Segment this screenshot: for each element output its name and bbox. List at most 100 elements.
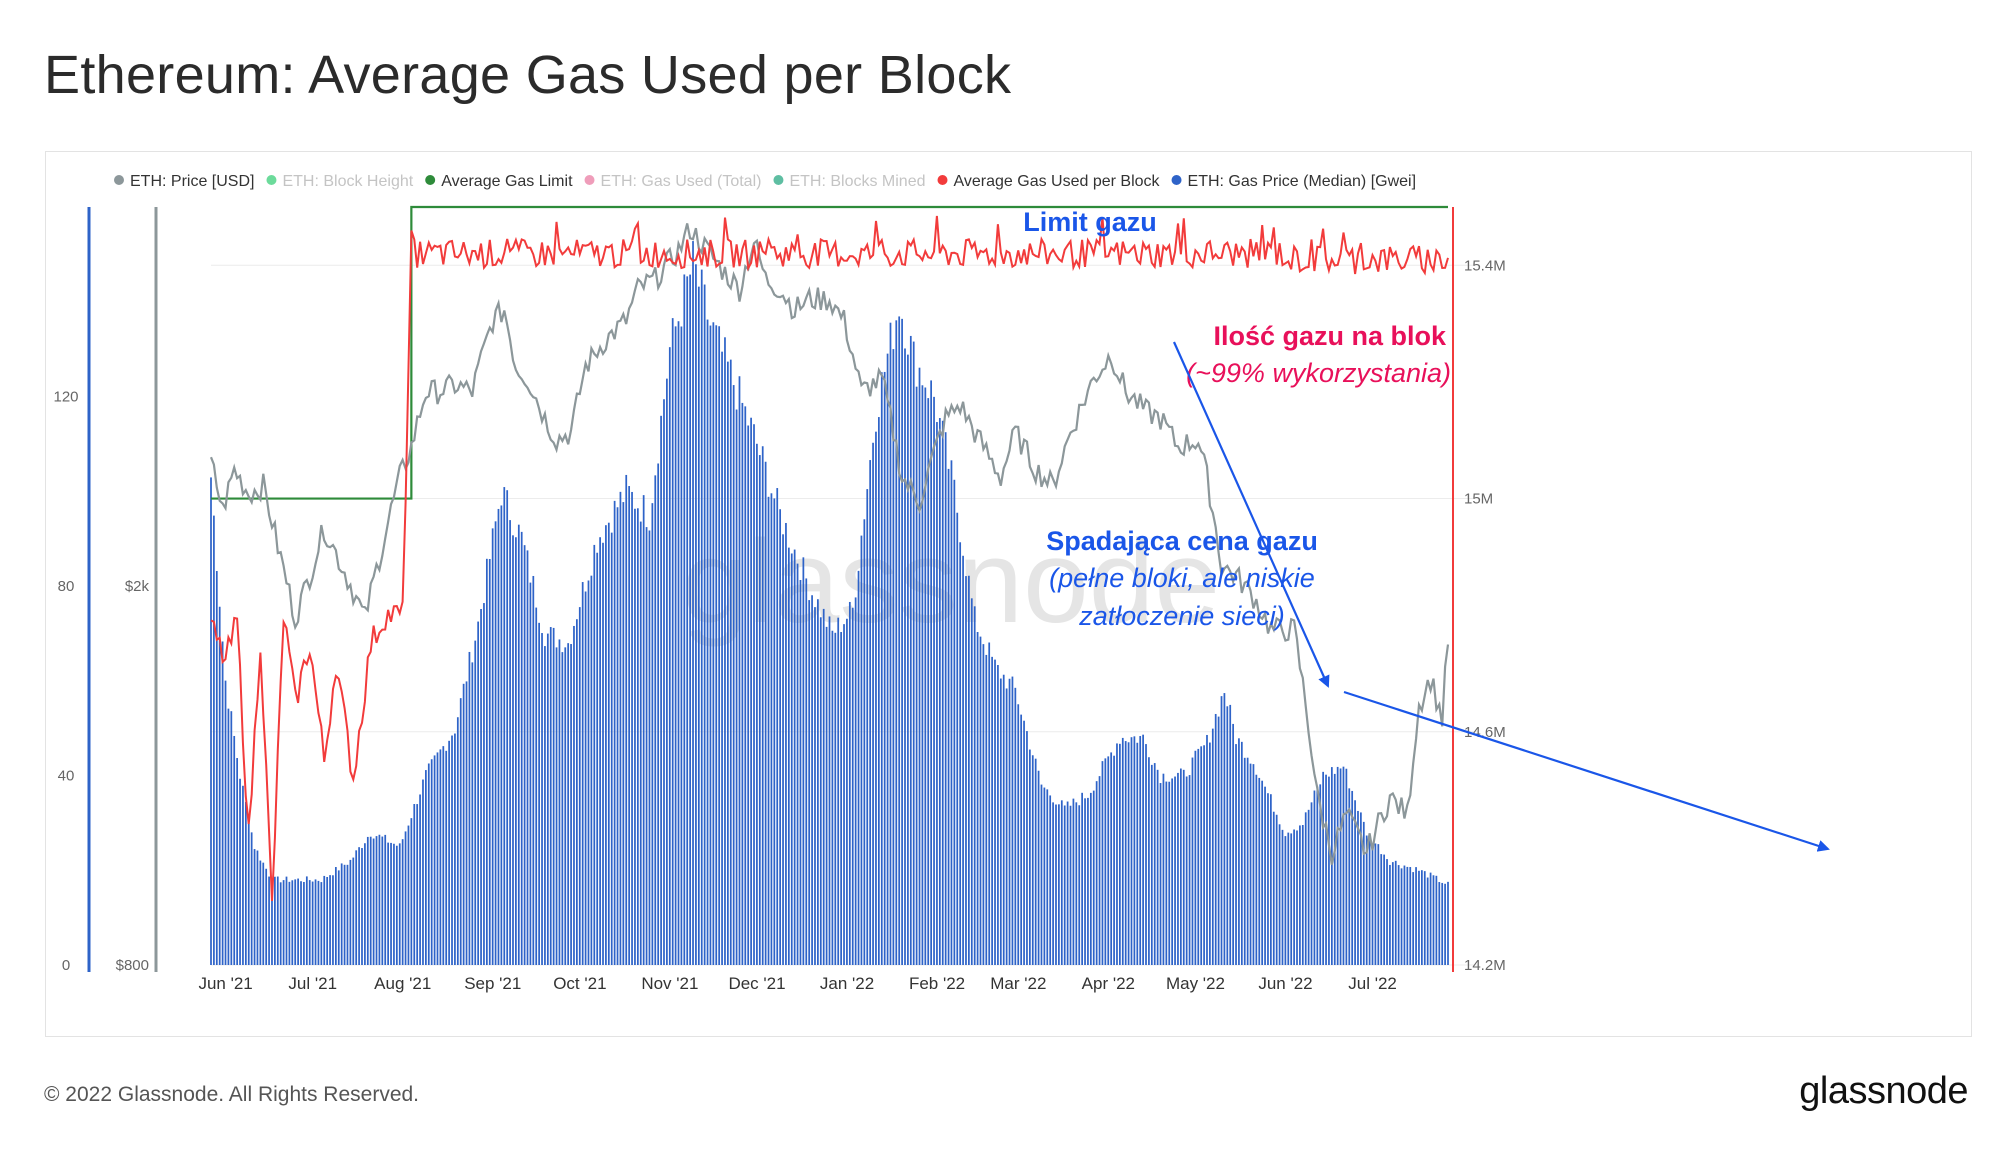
gas-price-bar xyxy=(721,351,723,965)
gas-price-bar xyxy=(735,409,738,965)
gas-price-bar xyxy=(332,875,334,965)
gas-price-bar xyxy=(848,601,851,965)
gas-price-bar xyxy=(419,794,421,965)
gas-price-bar xyxy=(985,654,988,965)
gas-price-bar xyxy=(1145,744,1147,965)
gas-price-bar xyxy=(802,557,805,965)
gas-price-bar xyxy=(1211,728,1214,965)
gas-price-bar xyxy=(1360,812,1362,965)
legend-item[interactable]: ETH: Gas Used (Total) xyxy=(584,173,762,190)
gas-price-bar xyxy=(631,491,633,965)
gas-price-bar xyxy=(1357,810,1359,965)
gas-price-bar xyxy=(1284,836,1287,965)
gas-price-bar xyxy=(1435,875,1438,965)
gas-price-bar xyxy=(1206,734,1208,965)
gas-price-bar xyxy=(544,646,546,965)
gas-price-bar xyxy=(1043,787,1046,965)
gas-price-bar xyxy=(1319,784,1322,965)
gas-price-bar xyxy=(320,882,323,965)
gas-price-bar xyxy=(758,455,761,965)
gas-price-bar xyxy=(886,353,889,965)
gas-price-bar xyxy=(520,531,523,965)
gas-price-bars xyxy=(210,241,1449,966)
gas-price-bar xyxy=(787,547,790,965)
gas-price-bar xyxy=(596,552,599,965)
gas-price-bar xyxy=(1377,844,1380,965)
legend-item[interactable]: Average Gas Used per Block xyxy=(937,173,1161,190)
gas-price-bar xyxy=(1432,875,1435,965)
legend-item[interactable]: ETH: Block Height xyxy=(266,173,414,190)
gas-price-bar xyxy=(1391,862,1394,965)
gas-price-bar xyxy=(213,515,215,965)
gas-price-bar xyxy=(1299,825,1301,965)
gas-price-bar xyxy=(828,616,831,965)
legend-marker xyxy=(937,175,948,185)
gas-price-bar xyxy=(398,843,401,965)
gas-price-bar xyxy=(549,627,552,965)
gas-price-bar xyxy=(1296,830,1298,965)
legend-label: ETH: Gas Price (Median) [Gwei] xyxy=(1188,173,1417,190)
annotations: Limit gazu Ilość gazu na blok (~99% wykorz… xyxy=(1023,207,1830,852)
gas-price-bar xyxy=(1214,713,1217,965)
gas-price-bar xyxy=(340,863,343,965)
gas-price-bar xyxy=(1238,738,1240,965)
gas-price-bar xyxy=(210,477,212,965)
legend-marker xyxy=(773,175,784,185)
gas-price-bar xyxy=(355,850,358,965)
gas-price-bar xyxy=(837,617,840,965)
gas-price-bar xyxy=(1281,829,1284,965)
legend-item[interactable]: ETH: Price [USD] xyxy=(114,173,254,190)
gas-price-bar xyxy=(1139,736,1142,965)
gas-price-bar xyxy=(1290,833,1293,965)
gas-price-bar xyxy=(869,460,872,965)
series-lines xyxy=(209,205,1450,902)
gas-price-bar xyxy=(860,535,863,965)
gas-price-bar xyxy=(747,425,750,965)
gas-price-bar xyxy=(1028,749,1031,965)
gas-price-bar xyxy=(1194,750,1197,965)
chart-canvas: ETH: Price [USD] ETH: Block Height Average… xyxy=(53,173,1830,993)
gas-price-bar xyxy=(872,442,874,965)
gas-price-bar xyxy=(973,606,976,965)
gas-price-bar xyxy=(674,326,677,965)
gas-price-bar xyxy=(1429,872,1432,965)
gas-price-bar xyxy=(898,316,901,965)
gas-price-bar xyxy=(375,836,378,965)
annotation-falling-gas-price: Spadająca cena gazu xyxy=(1046,526,1318,556)
gas-price-bar xyxy=(1014,687,1017,965)
gas-price-bar xyxy=(1026,731,1028,965)
gas-price-bar xyxy=(1252,764,1255,965)
gas-price-bar xyxy=(840,632,842,965)
gas-price-bar xyxy=(471,662,474,965)
gas-price-bar xyxy=(965,576,967,965)
legend-item[interactable]: Average Gas Limit xyxy=(425,173,573,190)
gas-price-bar xyxy=(1107,756,1110,965)
gas-price-bar xyxy=(753,424,755,965)
x-tick-label: Mar '22 xyxy=(990,974,1046,993)
gas-price-bar xyxy=(654,475,657,965)
gas-price-bar xyxy=(625,474,628,965)
gas-price-bar xyxy=(866,489,869,965)
gas-price-bar xyxy=(1371,843,1374,965)
gas-price-bar xyxy=(279,882,282,965)
gas-price-bar xyxy=(782,534,784,965)
legend-item[interactable]: ETH: Gas Price (Median) [Gwei] xyxy=(1171,173,1417,190)
gas-price-bar xyxy=(401,839,404,965)
gas-price-bar xyxy=(1119,743,1121,965)
gas-price-bar xyxy=(1017,704,1020,965)
gas-price-bar xyxy=(337,870,340,965)
gas-price-bar xyxy=(404,831,407,965)
gas-price-bar xyxy=(1330,767,1333,965)
gas-price-bar xyxy=(526,550,529,965)
gas-price-bar xyxy=(1333,773,1336,965)
gas-price-bar xyxy=(215,571,218,965)
gas-price-bar xyxy=(770,493,773,965)
gas-price-bar xyxy=(218,606,221,965)
gas-price-bar xyxy=(599,537,601,965)
gas-price-bar xyxy=(465,681,468,965)
gas-price-bar xyxy=(242,785,244,965)
gas-price-bar xyxy=(529,582,532,965)
legend-item[interactable]: ETH: Blocks Mined xyxy=(773,173,926,190)
gas-price-bar xyxy=(956,512,959,965)
gas-price-bar xyxy=(1087,797,1089,965)
